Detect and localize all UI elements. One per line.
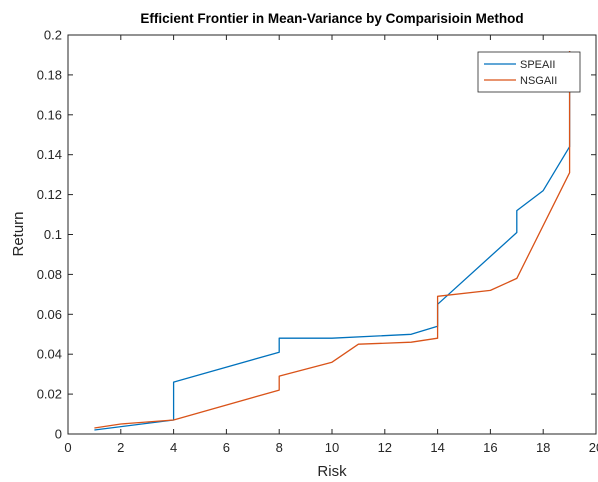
y-tick-label: 0	[55, 427, 62, 442]
y-axis-label: Return	[10, 211, 27, 256]
x-tick-label: 2	[117, 440, 124, 455]
x-tick-label: 0	[64, 440, 71, 455]
y-tick-label: 0.04	[37, 347, 62, 362]
legend-label-nsgaii: NSGAII	[520, 75, 557, 87]
legend-box	[477, 51, 581, 93]
y-tick-label: 0.1	[44, 227, 62, 242]
x-tick-label: 10	[325, 440, 339, 455]
x-tick-label: 14	[430, 440, 444, 455]
y-tick-label: 0.16	[37, 107, 62, 122]
series-line-speaii	[94, 51, 571, 431]
x-tick-label: 12	[378, 440, 392, 455]
x-tick-label: 8	[276, 440, 283, 455]
y-tick-label: 0.06	[37, 307, 62, 322]
x-tick-label: 16	[483, 440, 497, 455]
plot-area	[68, 35, 596, 434]
y-tick-label: 0.2	[44, 28, 62, 43]
y-tick-label: 0.12	[37, 187, 62, 202]
y-tick-label: 0.02	[37, 387, 62, 402]
chart-title: Efficient Frontier in Mean-Variance by C…	[140, 11, 523, 26]
y-tick-label: 0.14	[37, 147, 62, 162]
x-tick-label: 6	[223, 440, 230, 455]
y-tick-label: 0.08	[37, 267, 62, 282]
x-tick-label: 18	[536, 440, 550, 455]
legend-label-speaii: SPEAII	[520, 59, 555, 71]
y-tick-label: 0.18	[37, 67, 62, 82]
legend: SPEAII NSGAII	[477, 51, 581, 93]
x-tick-label: 20	[589, 440, 598, 455]
series-line-nsgaii	[94, 51, 571, 429]
x-tick-label: 4	[170, 440, 177, 455]
x-axis-label: Risk	[317, 463, 347, 480]
